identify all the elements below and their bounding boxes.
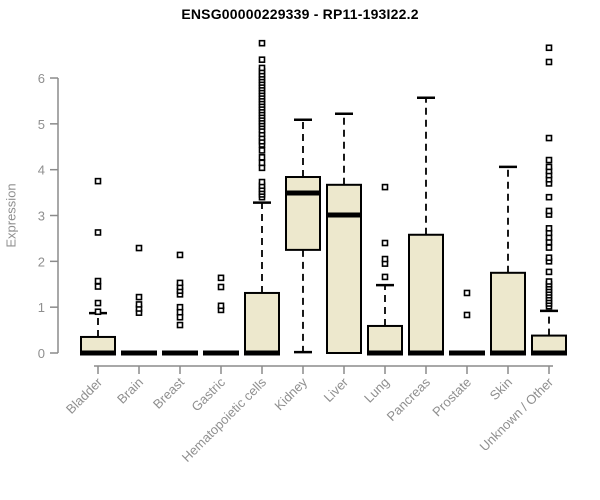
- x-tick-label: Bladder: [63, 374, 106, 417]
- box: [244, 291, 280, 355]
- outlier-point: [258, 39, 266, 47]
- outlier-point: [545, 134, 553, 142]
- outlier-point: [258, 56, 266, 63]
- outlier-point: [94, 283, 102, 290]
- outlier-point: [258, 178, 266, 186]
- x-tick-label: Unknown / Other: [477, 374, 557, 454]
- outlier-point: [545, 44, 553, 52]
- outlier-point: [545, 278, 553, 285]
- outlier-point: [545, 225, 553, 232]
- x-tick-label: Breast: [150, 374, 187, 411]
- outlier-point: [217, 283, 225, 291]
- outlier-point: [545, 193, 553, 201]
- box: [285, 176, 321, 251]
- box: [408, 233, 444, 355]
- outlier-point: [94, 308, 102, 316]
- outlier-point: [258, 159, 266, 167]
- x-tick-label: Liver: [321, 374, 352, 405]
- outlier-point: [258, 147, 266, 154]
- outlier-point: [545, 244, 553, 251]
- outlier-point: [135, 244, 143, 252]
- outlier-point: [217, 274, 225, 282]
- box: [490, 271, 526, 354]
- outlier-point: [217, 302, 225, 310]
- outlier-point: [94, 177, 102, 185]
- y-tick-label: 3: [38, 209, 45, 224]
- box: [367, 324, 403, 354]
- y-tick-label: 4: [38, 163, 45, 178]
- x-tick-label: Brain: [114, 375, 146, 407]
- y-tick-label: 0: [38, 346, 45, 361]
- outlier-point: [545, 254, 553, 261]
- x-tick-label: Pancreas: [384, 374, 434, 424]
- y-tick-label: 5: [38, 117, 45, 132]
- outlier-point: [545, 207, 553, 215]
- outlier-point: [258, 154, 266, 161]
- x-tick-label: Kidney: [271, 374, 310, 413]
- outlier-point: [381, 273, 389, 281]
- outlier-point: [545, 163, 553, 171]
- outlier-point: [176, 303, 184, 311]
- outlier-point: [545, 156, 553, 164]
- outlier-point: [176, 279, 184, 287]
- outlier-point: [94, 229, 102, 236]
- outlier-point: [381, 255, 389, 263]
- outlier-point: [463, 311, 471, 319]
- outlier-point: [463, 289, 471, 297]
- y-tick-label: 6: [38, 71, 45, 86]
- box: [326, 183, 362, 354]
- outlier-point: [176, 251, 184, 259]
- outlier-point: [94, 299, 102, 307]
- y-tick-label: 1: [38, 300, 45, 315]
- x-tick-label: Skin: [487, 375, 515, 403]
- x-tick-label: Gastric: [188, 374, 228, 414]
- y-tick-label: 2: [38, 254, 45, 269]
- chart-title: ENSG00000229339 - RP11-193I22.2: [181, 6, 419, 22]
- outlier-point: [135, 301, 143, 308]
- outlier-point: [381, 183, 389, 191]
- box: [531, 334, 567, 354]
- outlier-point: [176, 321, 184, 329]
- outlier-point: [545, 268, 553, 276]
- outlier-point: [135, 293, 143, 301]
- outlier-point: [545, 58, 553, 66]
- outlier-point: [94, 277, 102, 285]
- x-tick-label: Lung: [361, 375, 392, 406]
- outlier-point: [381, 239, 389, 247]
- x-tick-label: Prostate: [429, 375, 474, 420]
- outlier-point: [258, 64, 266, 72]
